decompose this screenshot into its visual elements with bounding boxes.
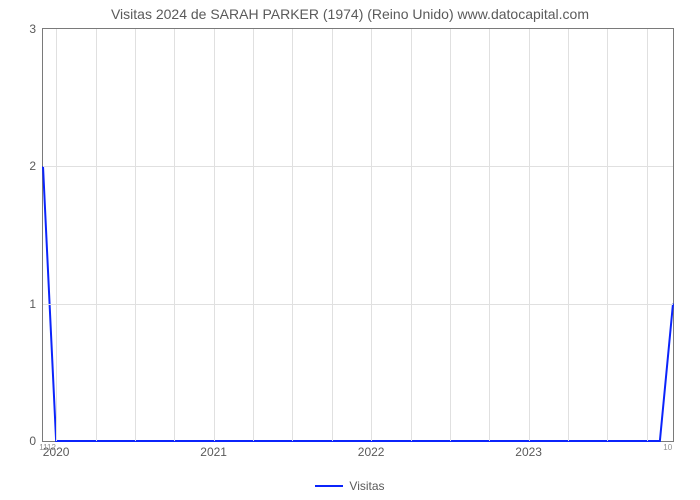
legend: Visitas [0,478,700,493]
gridline-h [43,304,673,305]
gridline-v [529,29,530,441]
gridline-v [214,29,215,441]
x-tick-label: 2022 [358,445,385,459]
gridline-v [332,29,333,441]
gridline-v [647,29,648,441]
gridline-v [292,29,293,441]
gridline-v [253,29,254,441]
x-minor-label: 1112 [39,443,56,452]
x-tick-label: 2023 [515,445,542,459]
gridline-v [607,29,608,441]
y-tick-label: 2 [6,159,36,173]
gridline-v [489,29,490,441]
y-tick-label: 0 [6,434,36,448]
gridline-v [371,29,372,441]
x-minor-label: 10 [663,443,672,452]
gridline-v [96,29,97,441]
gridline-v [568,29,569,441]
y-tick-label: 3 [6,22,36,36]
series-svg [43,29,673,441]
gridline-h [43,166,673,167]
gridline-v [174,29,175,441]
x-tick-label: 2021 [200,445,227,459]
y-tick-label: 1 [6,297,36,311]
chart-title: Visitas 2024 de SARAH PARKER (1974) (Rei… [0,6,700,22]
legend-swatch [315,485,343,487]
gridline-v [450,29,451,441]
gridline-v [56,29,57,441]
gridline-v [135,29,136,441]
gridline-v [411,29,412,441]
legend-label: Visitas [349,479,384,493]
chart-container: Visitas 2024 de SARAH PARKER (1974) (Rei… [0,0,700,500]
plot-area [42,28,674,442]
